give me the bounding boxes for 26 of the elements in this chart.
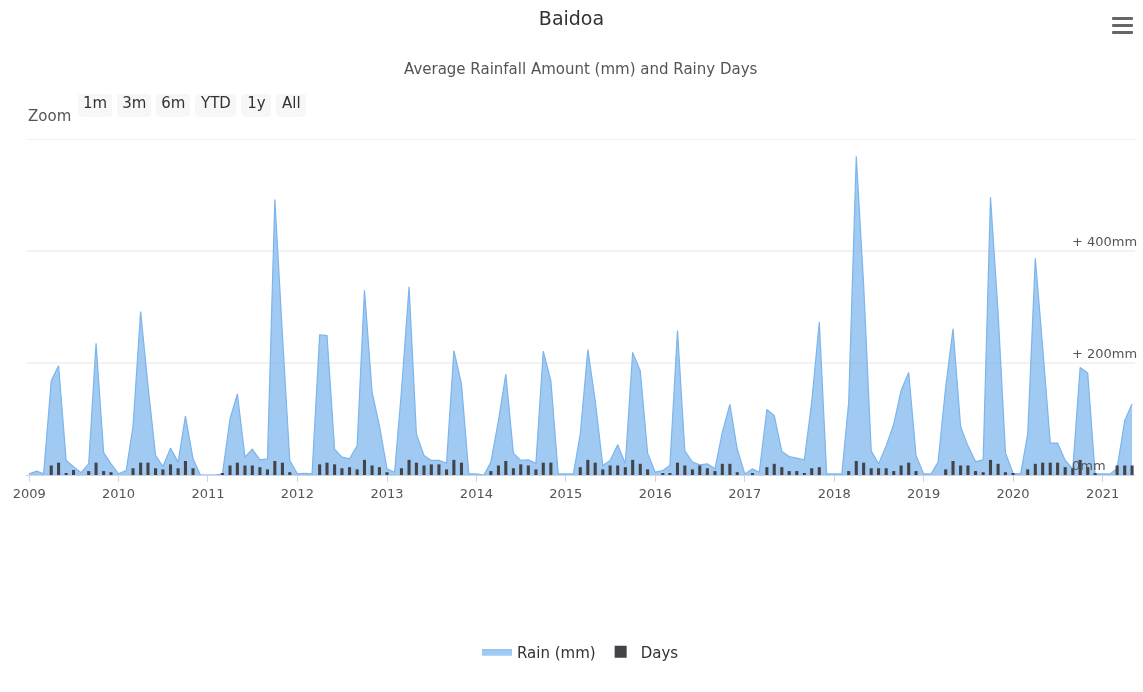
y-tick-label: + 400mm xyxy=(1072,234,1138,250)
y-tick-label: + 200mm xyxy=(1072,346,1138,362)
text: Zoom xyxy=(28,107,72,125)
x-tick-label: 2010 xyxy=(102,485,136,501)
text: All xyxy=(282,94,301,113)
chart-title: Baidoa xyxy=(538,6,605,29)
x-tick-label: 2009 xyxy=(12,485,46,501)
x-tick-label: 2015 xyxy=(549,485,583,501)
chart-subtitle: Average Rainfall Amount (mm) and Rainy Days xyxy=(404,60,758,78)
x-tick-label: 2020 xyxy=(996,485,1030,501)
x-tick-label: 2011 xyxy=(191,485,225,501)
legend-label: Days xyxy=(640,643,679,662)
x-tick-label: 2012 xyxy=(280,485,314,501)
text: 6m xyxy=(161,94,186,113)
x-tick-label: 2021 xyxy=(1086,485,1120,501)
text: 1m xyxy=(83,94,108,113)
legend-label: Rain (mm) xyxy=(517,643,596,662)
x-tick-label: 2019 xyxy=(907,485,941,501)
text: 3m xyxy=(122,94,147,113)
text: YTD xyxy=(199,94,231,113)
x-tick-label: 2016 xyxy=(638,485,672,501)
x-tick-label: 2014 xyxy=(459,485,493,501)
text: 1y xyxy=(247,94,266,113)
x-tick-label: 2013 xyxy=(370,485,404,501)
x-tick-label: 2017 xyxy=(728,485,762,501)
x-tick-label: 2018 xyxy=(817,485,851,501)
